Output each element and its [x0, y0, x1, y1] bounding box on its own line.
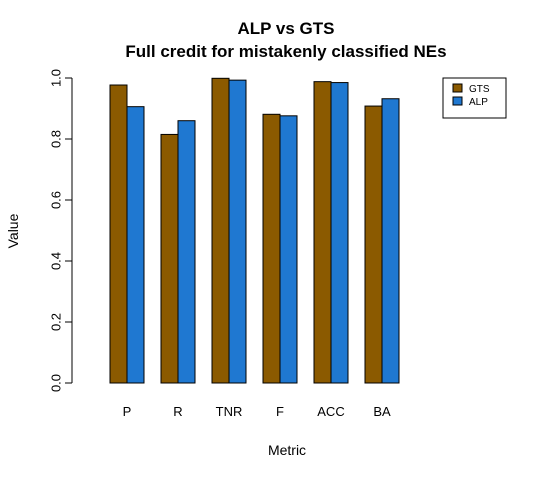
x-tick-label-tnr: TNR [216, 404, 243, 419]
legend-box [442, 77, 507, 119]
bar-alp-ba [381, 98, 400, 384]
chart-title: ALP vs GTS [238, 19, 335, 38]
y-tick-label: 0.2 [48, 313, 63, 331]
bar-alp-acc [330, 82, 349, 384]
bar-gts-tnr [211, 77, 230, 384]
x-tick-label-ba: BA [373, 404, 391, 419]
y-tick-label: 0.0 [48, 374, 63, 392]
x-tick-label-p: P [123, 404, 132, 419]
bar-alp-tnr [228, 79, 247, 384]
chart-subtitle: Full credit for mistakenly classified NE… [125, 42, 446, 61]
legend-label-gts: GTS [469, 84, 490, 95]
y-tick-label: 0.6 [48, 191, 63, 209]
bar-gts-ba [364, 105, 383, 384]
bar-gts-f [262, 113, 281, 384]
legend-label-alp: ALP [469, 97, 488, 108]
bar-gts-p [109, 84, 128, 384]
x-tick-label-acc: ACC [317, 404, 344, 419]
x-tick-label-f: F [276, 404, 284, 419]
legend-swatch-gts [452, 83, 463, 93]
x-tick-labels: P R TNR F ACC BA [123, 404, 391, 419]
bar-alp-r [177, 120, 196, 384]
bar-alp-p [126, 106, 145, 384]
x-axis-label: Metric [268, 442, 306, 458]
bar-gts-r [160, 133, 179, 384]
y-axis: 0.0 0.2 0.4 0.6 0.8 1.0 [48, 69, 73, 392]
y-axis-label: Value [5, 213, 21, 248]
bar-alp-f [279, 115, 298, 384]
legend-swatch-alp [452, 96, 463, 106]
bar-gts-acc [313, 81, 332, 384]
y-tick-label: 1.0 [48, 69, 63, 87]
x-tick-label-r: R [173, 404, 182, 419]
y-tick-label: 0.4 [48, 252, 63, 270]
y-tick-label: 0.8 [48, 130, 63, 148]
bars [109, 77, 400, 384]
legend: GTS ALP [442, 77, 507, 119]
